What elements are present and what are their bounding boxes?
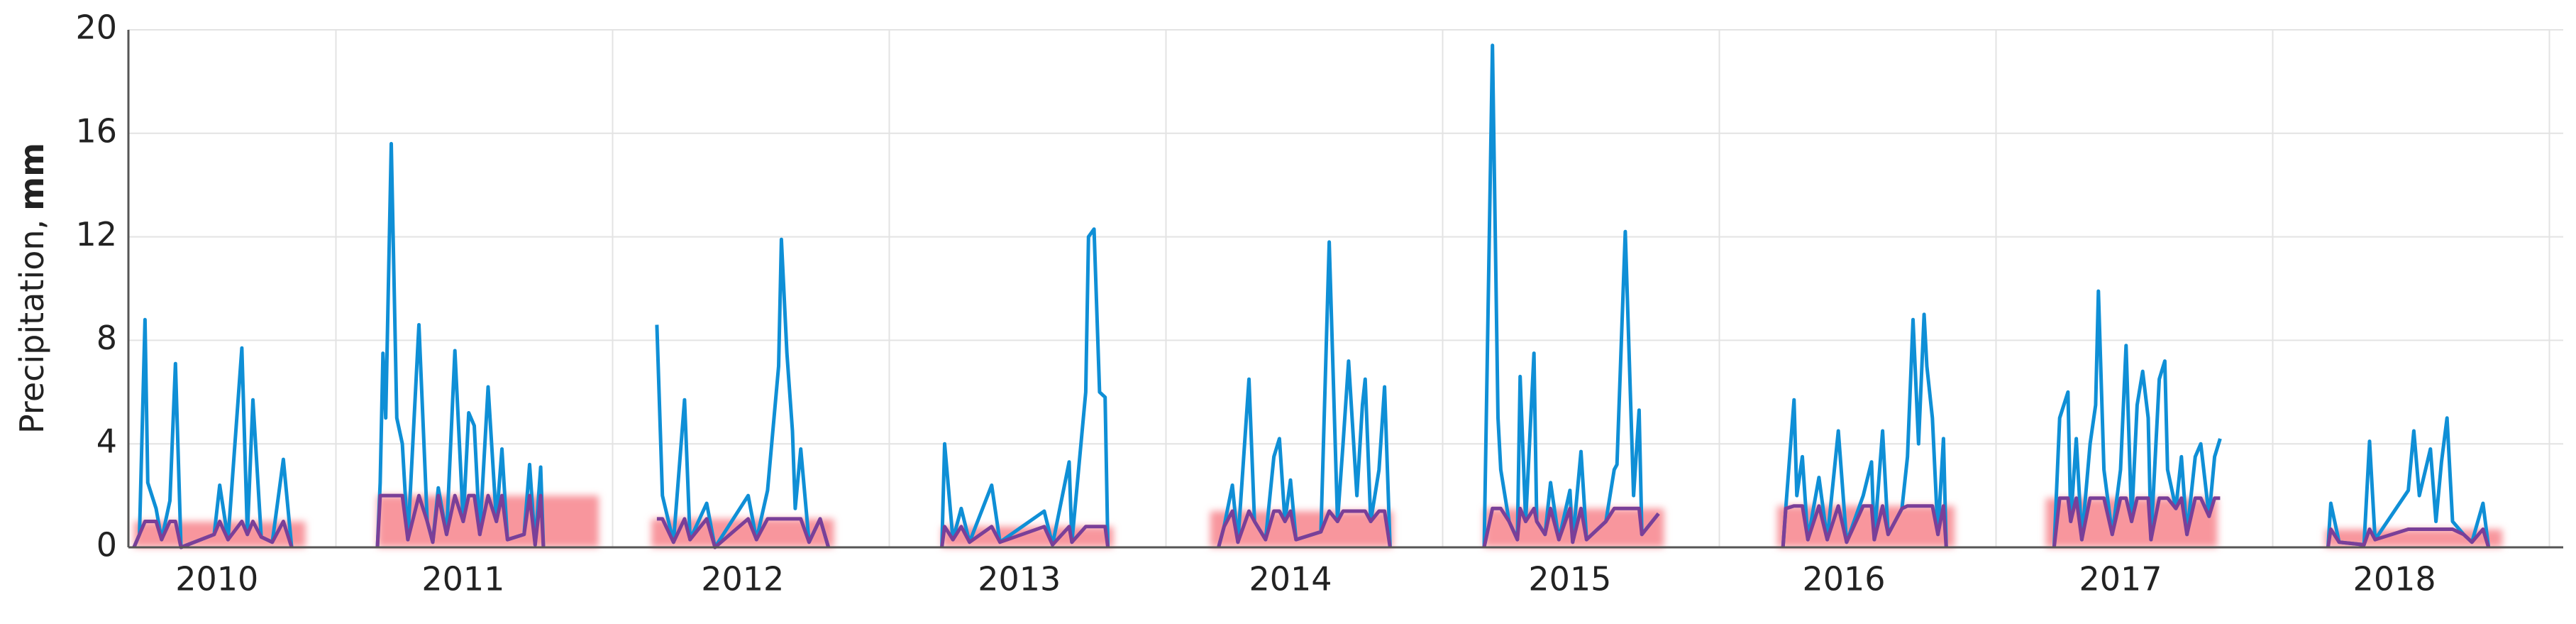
- y-axis-label: Precipitation, mm: [13, 143, 51, 434]
- x-tick-label: 2011: [421, 560, 504, 598]
- threshold-band: [377, 496, 599, 547]
- x-tick-label: 2010: [175, 560, 258, 598]
- x-tick-label: 2016: [1802, 560, 1885, 598]
- y-tick-label: 20: [75, 9, 117, 47]
- precipitation-line: [132, 493, 2491, 549]
- y-tick-label: 16: [75, 111, 117, 150]
- y-label-unit: mm: [13, 143, 51, 211]
- y-tick-label: 8: [96, 319, 117, 357]
- x-tick-label: 2013: [978, 560, 1061, 598]
- x-tick-label: 2014: [1249, 560, 1332, 598]
- y-label-text: Precipitation,: [13, 219, 51, 434]
- x-tick-label: 2012: [701, 560, 784, 598]
- x-tick-label: 2017: [2079, 560, 2162, 598]
- y-tick-label: 4: [96, 422, 117, 461]
- x-tick-label: 2018: [2353, 560, 2436, 598]
- x-tick-label: 2015: [1528, 560, 1611, 598]
- y-tick-label: 0: [96, 526, 117, 564]
- y-tick-label: 12: [75, 215, 117, 253]
- precipitation-line: [132, 43, 2491, 549]
